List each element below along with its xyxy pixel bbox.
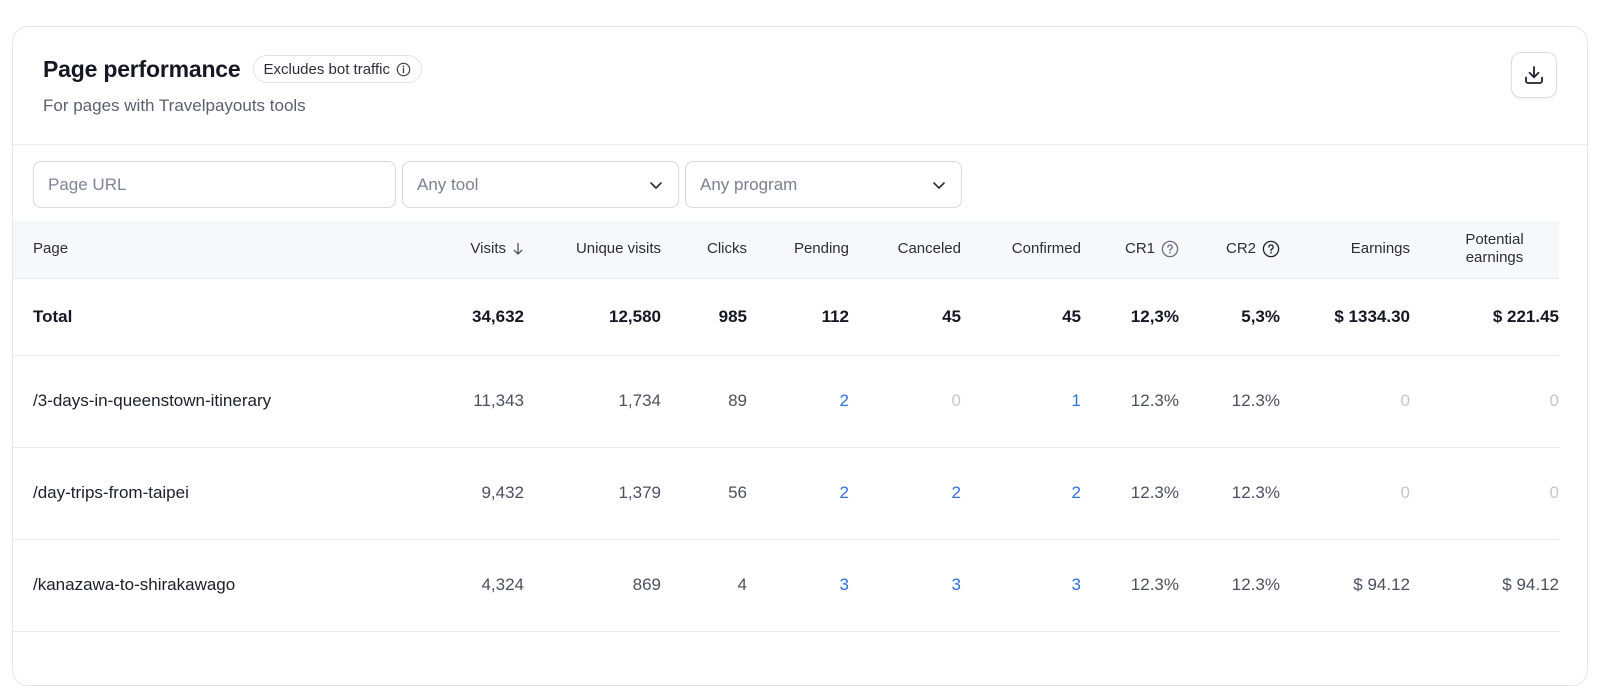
table-row[interactable]: /day-trips-from-taipei 9,432 1,379 56 2 … bbox=[13, 447, 1559, 539]
canceled-link[interactable]: 3 bbox=[951, 575, 961, 594]
page-url-cell[interactable]: /day-trips-from-taipei bbox=[33, 483, 189, 502]
confirmed-link[interactable]: 2 bbox=[1071, 483, 1081, 502]
question-icon[interactable] bbox=[1262, 240, 1280, 258]
potential-earnings-cell: 0 bbox=[1549, 483, 1559, 502]
cr1-cell: 12.3% bbox=[1130, 483, 1179, 502]
page-url-cell[interactable]: /3-days-in-queenstown-itinerary bbox=[33, 391, 272, 410]
unique-visits-cell: 1,734 bbox=[618, 391, 661, 410]
pending-link[interactable]: 2 bbox=[839, 391, 849, 410]
column-header-cr1[interactable]: CR1 bbox=[1081, 221, 1179, 278]
potential-earnings-cell: $ 94.12 bbox=[1502, 575, 1559, 594]
filters-bar: Any tool Any program bbox=[33, 161, 962, 208]
unique-visits-cell: 869 bbox=[632, 575, 661, 594]
program-select-value: Any program bbox=[700, 174, 798, 194]
card-header: Page performance Excludes bot traffic Fo… bbox=[13, 27, 1587, 145]
column-header-potential-earnings[interactable]: Potential earnings bbox=[1410, 221, 1559, 278]
visits-cell: 11,343 bbox=[473, 391, 524, 410]
badge-label: Excludes bot traffic bbox=[263, 60, 390, 78]
performance-table: Page Visits Unique visits Clicks Pending… bbox=[13, 221, 1559, 632]
pending-link[interactable]: 3 bbox=[839, 575, 849, 594]
total-row: Total 34,632 12,580 985 112 45 45 12,3% … bbox=[13, 278, 1559, 355]
total-pending: 112 bbox=[821, 306, 849, 326]
page-url-input[interactable] bbox=[48, 174, 381, 195]
total-clicks: 985 bbox=[718, 306, 747, 326]
table-row[interactable]: /kanazawa-to-shirakawago 4,324 869 4 3 3… bbox=[13, 539, 1559, 631]
column-header-unique-visits[interactable]: Unique visits bbox=[575, 240, 661, 258]
arrow-down-icon bbox=[513, 243, 523, 255]
page-performance-card: Page performance Excludes bot traffic Fo… bbox=[12, 26, 1588, 686]
download-icon bbox=[1525, 66, 1543, 84]
cr1-cell: 12.3% bbox=[1130, 391, 1179, 410]
total-unique-visits: 12,580 bbox=[609, 306, 661, 326]
clicks-cell: 89 bbox=[728, 391, 747, 410]
visits-header-label: Visits bbox=[470, 240, 506, 258]
cr1-cell: 12.3% bbox=[1130, 575, 1179, 594]
visits-cell: 9,432 bbox=[481, 483, 524, 502]
total-confirmed: 45 bbox=[1062, 306, 1081, 326]
tool-select[interactable]: Any tool bbox=[402, 161, 679, 208]
column-header-canceled[interactable]: Canceled bbox=[897, 240, 961, 258]
column-header-visits[interactable]: Visits bbox=[427, 221, 524, 278]
tool-select-value: Any tool bbox=[417, 174, 479, 194]
cr1-header-label: CR1 bbox=[1124, 240, 1155, 258]
confirmed-link[interactable]: 3 bbox=[1071, 575, 1081, 594]
canceled-cell: 0 bbox=[951, 391, 961, 410]
page-url-field[interactable] bbox=[33, 161, 396, 208]
table-row[interactable]: /3-days-in-queenstown-itinerary 11,343 1… bbox=[13, 355, 1559, 447]
chevron-down-icon bbox=[933, 181, 945, 189]
cr2-cell: 12.3% bbox=[1231, 391, 1280, 410]
pending-link[interactable]: 2 bbox=[839, 483, 849, 502]
total-canceled: 45 bbox=[942, 306, 961, 326]
program-select[interactable]: Any program bbox=[685, 161, 962, 208]
potential-header-line2: earnings bbox=[1465, 249, 1524, 267]
title-row: Page performance Excludes bot traffic bbox=[43, 55, 422, 83]
clicks-cell: 4 bbox=[737, 575, 747, 594]
cr2-cell: 12.3% bbox=[1231, 483, 1280, 502]
earnings-cell: $ 94.12 bbox=[1353, 575, 1410, 594]
total-label: Total bbox=[33, 306, 73, 326]
chevron-down-icon bbox=[650, 181, 662, 189]
column-header-earnings[interactable]: Earnings bbox=[1350, 240, 1410, 258]
cr2-header-label: CR2 bbox=[1225, 240, 1256, 258]
confirmed-link[interactable]: 1 bbox=[1071, 391, 1081, 410]
column-header-clicks[interactable]: Clicks bbox=[707, 240, 747, 258]
download-button[interactable] bbox=[1511, 52, 1557, 98]
clicks-cell: 56 bbox=[728, 483, 747, 502]
column-header-pending[interactable]: Pending bbox=[793, 240, 849, 258]
earnings-cell: 0 bbox=[1400, 483, 1410, 502]
total-earnings: $ 1334.30 bbox=[1334, 306, 1410, 326]
earnings-cell: 0 bbox=[1400, 391, 1410, 410]
page-title: Page performance bbox=[43, 55, 241, 82]
total-cr1: 12,3% bbox=[1130, 306, 1179, 326]
info-icon bbox=[396, 62, 411, 76]
column-header-page[interactable]: Page bbox=[33, 240, 69, 258]
total-visits: 34,632 bbox=[472, 306, 524, 326]
page-url-cell[interactable]: /kanazawa-to-shirakawago bbox=[33, 575, 236, 594]
cr2-cell: 12.3% bbox=[1231, 575, 1280, 594]
potential-earnings-cell: 0 bbox=[1549, 391, 1559, 410]
total-cr2: 5,3% bbox=[1241, 306, 1280, 326]
page-subtitle: For pages with Travelpayouts tools bbox=[43, 96, 306, 115]
potential-header-line1: Potential bbox=[1465, 231, 1524, 249]
column-header-cr2[interactable]: CR2 bbox=[1179, 221, 1280, 278]
total-potential-earnings: $ 221.45 bbox=[1492, 306, 1559, 326]
table-header-row: Page Visits Unique visits Clicks Pending… bbox=[13, 221, 1559, 278]
bot-traffic-badge[interactable]: Excludes bot traffic bbox=[252, 55, 422, 83]
unique-visits-cell: 1,379 bbox=[618, 483, 661, 502]
canceled-link[interactable]: 2 bbox=[951, 483, 961, 502]
column-header-confirmed[interactable]: Confirmed bbox=[1011, 240, 1081, 258]
visits-cell: 4,324 bbox=[481, 575, 524, 594]
question-icon[interactable] bbox=[1161, 240, 1179, 258]
